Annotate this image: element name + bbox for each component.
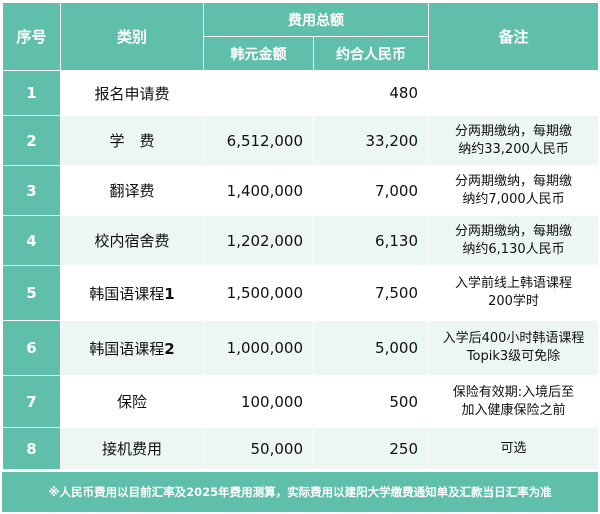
row-krw: 1,000,000 bbox=[203, 320, 314, 376]
row-cny: 7,500 bbox=[313, 265, 429, 321]
fee-table: 序号 类别 费用总额 备注 韩元金额 约合人民币 1 报名申请费 480 2 学… bbox=[2, 2, 599, 470]
table-row: 2 学 费 6,512,000 33,200 分两期缴纳，每期缴 纳约33,200… bbox=[2, 115, 599, 166]
row-index: 4 bbox=[2, 215, 61, 266]
header-cny: 约合人民币 bbox=[313, 36, 429, 71]
table-row: 8 接机费用 50,000 250 可选 bbox=[2, 427, 599, 470]
row-cny: 33,200 bbox=[313, 115, 429, 166]
row-cny: 250 bbox=[313, 427, 429, 470]
row-index: 1 bbox=[2, 70, 61, 116]
table-row: 5 韩国语课程1 1,500,000 7,500 入学前线上韩语课程 200学时 bbox=[2, 265, 599, 321]
row-cny: 500 bbox=[313, 375, 429, 428]
row-cny: 5,000 bbox=[313, 320, 429, 376]
row-index: 6 bbox=[2, 320, 61, 376]
header-total: 费用总额 bbox=[203, 2, 429, 37]
row-krw: 1,500,000 bbox=[203, 265, 314, 321]
row-krw: 1,400,000 bbox=[203, 165, 314, 216]
header-note: 备注 bbox=[428, 2, 599, 71]
footer-note: ※人民币费用以目前汇率及2025年费用测算，实际费用以建阳大学缴费通知单及汇款当… bbox=[2, 472, 598, 512]
row-cny: 480 bbox=[313, 70, 429, 116]
row-cny: 6,130 bbox=[313, 215, 429, 266]
row-index: 5 bbox=[2, 265, 61, 321]
row-note: 分两期缴纳，每期缴 纳约7,000人民币 bbox=[428, 165, 599, 216]
row-note: 分两期缴纳，每期缴 纳约33,200人民币 bbox=[428, 115, 599, 166]
row-category: 学 费 bbox=[60, 115, 204, 166]
row-index: 8 bbox=[2, 427, 61, 470]
table-row: 7 保险 100,000 500 保险有效期:入境后至 加入健康保险之前 bbox=[2, 375, 599, 428]
header-category: 类别 bbox=[60, 2, 204, 71]
row-note: 可选 bbox=[428, 427, 599, 470]
row-note: 入学前线上韩语课程 200学时 bbox=[428, 265, 599, 321]
table-row: 3 翻译费 1,400,000 7,000 分两期缴纳，每期缴 纳约7,000人民… bbox=[2, 165, 599, 216]
row-category: 韩国语课程1 bbox=[60, 265, 204, 321]
row-note bbox=[428, 70, 599, 116]
row-note: 保险有效期:入境后至 加入健康保险之前 bbox=[428, 375, 599, 428]
row-category: 报名申请费 bbox=[60, 70, 204, 116]
row-index: 2 bbox=[2, 115, 61, 166]
row-krw: 6,512,000 bbox=[203, 115, 314, 166]
table-row: 1 报名申请费 480 bbox=[2, 70, 599, 116]
row-note: 入学后400小时韩语课程 Topik3级可免除 bbox=[428, 320, 599, 376]
header-krw: 韩元金额 bbox=[203, 36, 314, 71]
table-row: 6 韩国语课程2 1,000,000 5,000 入学后400小时韩语课程 Top… bbox=[2, 320, 599, 376]
row-krw: 50,000 bbox=[203, 427, 314, 470]
row-category: 韩国语课程2 bbox=[60, 320, 204, 376]
table-row: 4 校内宿舍费 1,202,000 6,130 分两期缴纳，每期缴 纳约6,130… bbox=[2, 215, 599, 266]
row-note: 分两期缴纳，每期缴 纳约6,130人民币 bbox=[428, 215, 599, 266]
row-index: 7 bbox=[2, 375, 61, 428]
row-index: 3 bbox=[2, 165, 61, 216]
row-category: 保险 bbox=[60, 375, 204, 428]
row-cny: 7,000 bbox=[313, 165, 429, 216]
row-category: 翻译费 bbox=[60, 165, 204, 216]
row-category: 校内宿舍费 bbox=[60, 215, 204, 266]
row-krw bbox=[203, 70, 314, 116]
row-krw: 100,000 bbox=[203, 375, 314, 428]
header-index: 序号 bbox=[2, 2, 61, 71]
row-category: 接机费用 bbox=[60, 427, 204, 470]
row-krw: 1,202,000 bbox=[203, 215, 314, 266]
